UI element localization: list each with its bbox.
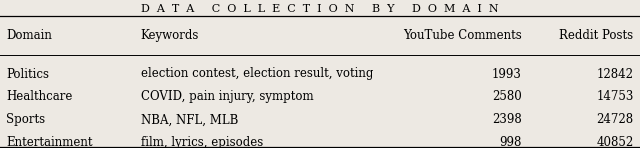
Text: 2580: 2580 [492,90,522,103]
Text: Sports: Sports [6,113,45,126]
Text: YouTube Comments: YouTube Comments [403,29,522,42]
Text: 998: 998 [499,136,522,148]
Text: Reddit Posts: Reddit Posts [559,29,634,42]
Text: 2398: 2398 [492,113,522,126]
Text: election contest, election result, voting: election contest, election result, votin… [141,67,373,81]
Text: Entertainment: Entertainment [6,136,93,148]
Text: 14753: 14753 [596,90,634,103]
Text: 40852: 40852 [596,136,634,148]
Text: COVID, pain injury, symptom: COVID, pain injury, symptom [141,90,314,103]
Text: film, lyrics, episodes: film, lyrics, episodes [141,136,263,148]
Text: Keywords: Keywords [141,29,199,42]
Text: NBA, NFL, MLB: NBA, NFL, MLB [141,113,238,126]
Text: 1993: 1993 [492,67,522,81]
Text: 24728: 24728 [596,113,634,126]
Text: D  A  T  A     C  O  L  L  E  C  T  I  O  N     B  Y     D  O  M  A  I  N: D A T A C O L L E C T I O N B Y D O M A … [141,4,499,15]
Text: Healthcare: Healthcare [6,90,73,103]
Text: Domain: Domain [6,29,52,42]
Text: 12842: 12842 [596,67,634,81]
Text: Politics: Politics [6,67,49,81]
